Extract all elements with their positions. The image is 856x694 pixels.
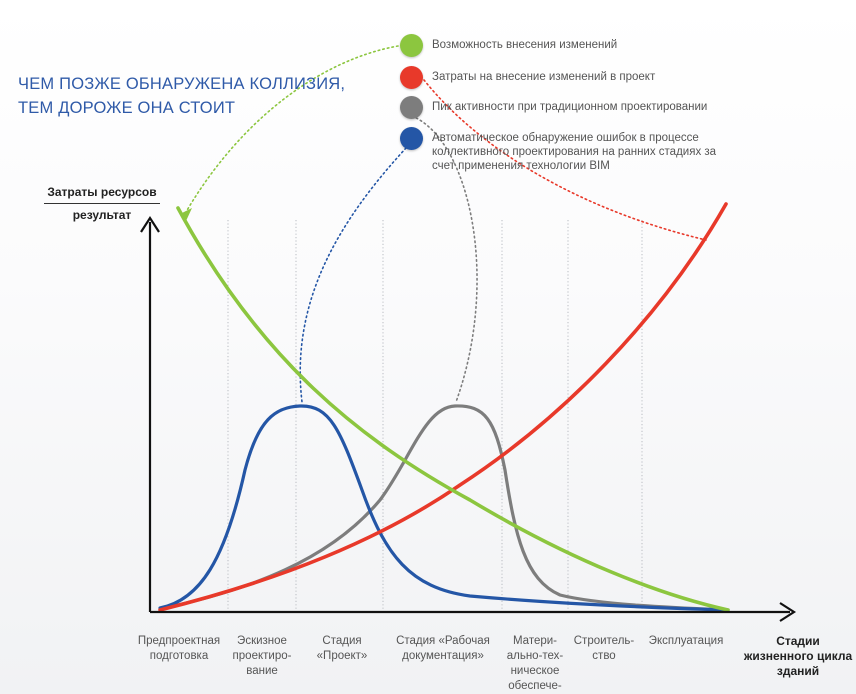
legend-item-green: Возможность внесения изменений: [400, 34, 742, 57]
headline-line-1: ЧЕМ ПОЗЖЕ ОБНАРУЖЕНА КОЛЛИЗИЯ,: [18, 75, 346, 93]
axes: [140, 215, 797, 622]
legend-label: Затраты на внесение изменений в проект: [432, 71, 656, 83]
y-axis-label-top: Затраты ресурсов: [44, 184, 160, 204]
headline-line-2: ТЕМ ДОРОЖЕ ОНА СТОИТ: [18, 99, 236, 117]
blue-curve: [158, 404, 730, 612]
legend-dot-red: [400, 66, 423, 89]
red-connector: [423, 79, 707, 241]
stage-label: Стадия «Проект»: [316, 635, 368, 662]
legend-label: Автоматическое обнаружение ошибок в проц…: [432, 132, 717, 172]
y-axis-arrowhead: [140, 215, 160, 233]
y-axis-label: Затраты ресурсов результат: [44, 184, 160, 223]
y-axis-label-bottom: результат: [72, 208, 132, 222]
grey-connector: [411, 115, 478, 403]
legend-item-red: Затраты на внесение изменений в проект: [400, 66, 742, 89]
legend-item-grey: Пик активности при традиционном проектир…: [400, 96, 742, 119]
red-curve: [158, 202, 728, 612]
legend-dot-blue: [400, 127, 423, 150]
stage-label: Предпроектная подготовка: [137, 635, 221, 662]
legend-item-blue: Автоматическое обнаружение ошибок в проц…: [400, 127, 732, 173]
blue-connector: [299, 147, 407, 403]
stage-label: Эксплуатация: [648, 635, 724, 647]
stage-label: Матери-ально-тех-ническое обеспече-: [506, 635, 564, 692]
x-axis-arrowhead: [779, 602, 797, 622]
headline: ЧЕМ ПОЗЖЕ ОБНАРУЖЕНА КОЛЛИЗИЯ, ТЕМ ДОРОЖ…: [18, 72, 345, 120]
stage-label: Эскизное проектиро-вание: [232, 635, 292, 677]
stage-label: Строитель-ство: [573, 635, 635, 662]
legend-label: Возможность внесения изменений: [432, 39, 618, 51]
legend-dot-green: [400, 34, 423, 57]
stage-separators: [227, 220, 643, 612]
legend-label: Пик активности при традиционном проектир…: [432, 101, 708, 113]
connector-lines: [185, 45, 707, 403]
x-axis-label: Стадии жизненного цикла зданий: [743, 634, 853, 678]
green-connector-arrowhead: [180, 208, 192, 221]
stage-label: Стадия «Рабочая документация»: [396, 635, 490, 662]
green-connector: [185, 45, 399, 213]
curves: [158, 202, 730, 612]
green-curve: [176, 206, 730, 612]
legend-dot-grey: [400, 96, 423, 119]
grey-curve: [158, 404, 730, 612]
